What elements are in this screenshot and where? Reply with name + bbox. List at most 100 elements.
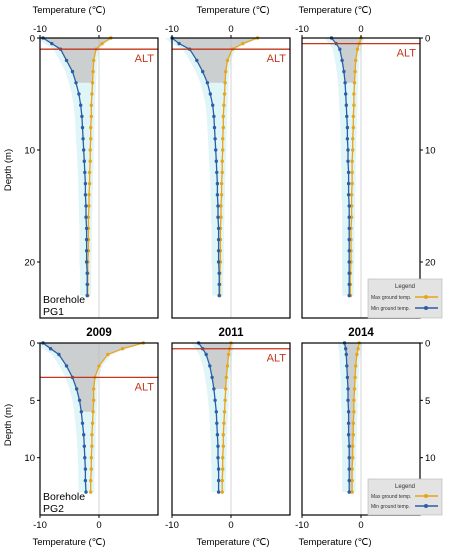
alt-label: ALT	[267, 353, 287, 365]
x-tick-label: 0	[228, 24, 233, 35]
min-ground-temp-point	[214, 148, 218, 152]
min-ground-temp-point	[217, 271, 221, 275]
max-ground-temp-point	[90, 444, 94, 448]
legend-top: Legend Max ground temp. Min ground temp.	[367, 278, 443, 319]
legend-min-label: Min ground temp.	[371, 504, 410, 510]
max-ground-temp-point	[355, 352, 359, 357]
y-tick-label: 0	[30, 339, 35, 350]
min-ground-temp-point	[83, 193, 88, 197]
min-ground-temp-point	[85, 293, 89, 298]
max-ground-temp-point	[89, 114, 94, 119]
max-ground-temp-point	[222, 421, 226, 425]
min-ground-temp-point	[345, 125, 350, 130]
max-ground-temp-point	[350, 467, 354, 471]
uncertainty-band	[164, 38, 262, 296]
max-ground-temp-point	[87, 181, 92, 186]
min-ground-temp-point	[81, 137, 85, 141]
max-ground-temp-point	[224, 69, 228, 74]
min-ground-temp-point	[214, 410, 218, 414]
min-ground-temp-point	[216, 444, 220, 448]
min-ground-temp-point	[85, 282, 89, 287]
min-ground-temp-point	[82, 148, 86, 152]
thaw-envelope	[172, 38, 258, 83]
min-ground-temp-point	[216, 226, 221, 231]
legend-max-marker	[424, 494, 428, 498]
max-ground-temp-point	[221, 433, 225, 437]
max-ground-temp-point	[349, 193, 354, 197]
min-ground-temp-point	[342, 69, 346, 74]
min-ground-temp-point	[217, 282, 221, 287]
min-ground-temp-point	[48, 347, 53, 351]
max-ground-temp-point	[225, 58, 230, 63]
y-tick-label: 0	[30, 34, 35, 45]
max-ground-temp-point	[87, 193, 91, 197]
min-ground-temp-point	[208, 364, 212, 368]
max-ground-temp-point	[90, 421, 95, 425]
min-ground-temp-point	[212, 387, 216, 391]
min-ground-temp-point	[204, 352, 208, 357]
min-ground-temp-point	[346, 170, 351, 175]
min-ground-temp-point	[79, 410, 84, 414]
min-ground-temp-point	[347, 467, 351, 471]
min-ground-temp-point	[216, 260, 221, 264]
min-ground-temp-point	[84, 490, 88, 494]
max-ground-temp-point	[221, 125, 225, 130]
min-ground-temp-point	[64, 364, 69, 368]
max-ground-temp-point	[91, 69, 95, 74]
bottom-x-axis-title-middle: Temperature (℃)	[197, 537, 270, 548]
min-ground-temp-point	[345, 375, 350, 380]
legend-max-marker	[424, 295, 428, 299]
min-ground-temp-point	[347, 444, 351, 448]
max-ground-temp-point	[220, 478, 224, 483]
y-tick-label: 5	[425, 396, 430, 407]
min-ground-temp-point	[85, 271, 89, 275]
min-ground-temp-point	[216, 249, 221, 253]
min-ground-temp-point	[84, 215, 88, 219]
max-ground-temp-point	[241, 41, 245, 46]
max-ground-temp-point	[89, 490, 93, 494]
borehole-label-line2: PG1	[43, 306, 64, 318]
max-ground-temp-point	[90, 433, 94, 437]
min-ground-temp-point	[211, 103, 215, 107]
max-ground-temp-point	[349, 204, 354, 208]
min-ground-temp-point	[64, 58, 69, 63]
max-ground-temp-point	[92, 398, 96, 402]
min-ground-temp-point	[77, 398, 82, 402]
min-ground-temp-point	[343, 81, 347, 85]
min-ground-temp-point	[83, 467, 88, 471]
max-ground-temp-point	[221, 456, 225, 460]
min-ground-temp-point	[345, 114, 349, 119]
uncertainty-band	[35, 343, 147, 493]
top-x-axis-title-right: Temperature (℃)	[299, 5, 372, 16]
legend-max-label: Max ground temp.	[371, 494, 411, 500]
max-ground-temp-point	[352, 410, 356, 414]
y-tick-label: 20	[425, 258, 436, 269]
min-ground-temp-point	[215, 421, 219, 425]
max-ground-temp-point	[349, 215, 354, 219]
min-ground-temp-point	[79, 103, 83, 107]
alt-label: ALT	[397, 48, 417, 60]
max-ground-temp-point	[220, 490, 224, 494]
max-ground-temp-point	[89, 467, 94, 471]
max-ground-temp-point	[219, 204, 223, 208]
max-ground-temp-point	[89, 478, 93, 483]
panel-year-title: 2011	[219, 327, 245, 339]
borehole-label-line1: Borehole	[43, 491, 85, 503]
min-ground-temp-point	[83, 181, 88, 186]
max-ground-temp-point	[221, 148, 225, 152]
min-ground-temp-point	[84, 204, 88, 208]
panel-2: ALT -10 0 2011	[164, 24, 291, 339]
y-tick-label: 20	[24, 258, 35, 269]
max-ground-temp-point	[355, 47, 360, 51]
y-tick-label: 10	[425, 146, 436, 157]
y-axis-label-bottom-left: Depth (m)	[3, 404, 14, 446]
max-ground-temp-point	[90, 92, 94, 96]
x-tick-label: -10	[165, 520, 179, 531]
min-ground-temp-point	[216, 215, 220, 219]
min-ground-temp-point	[217, 293, 221, 298]
max-ground-temp-point	[219, 181, 224, 186]
min-ground-temp-point	[347, 249, 351, 253]
y-tick-label: 0	[425, 339, 430, 350]
